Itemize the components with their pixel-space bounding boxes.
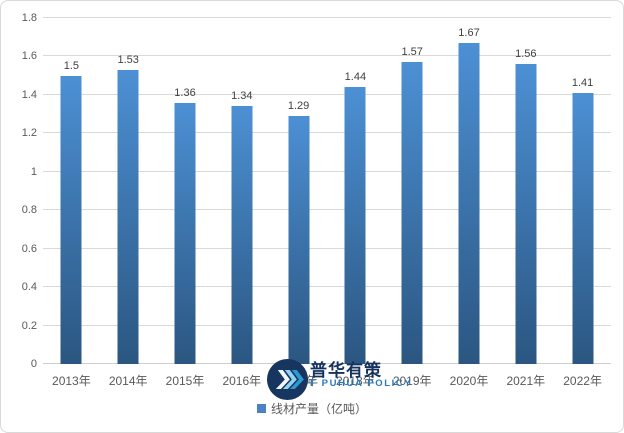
puhua-policy-logo-icon: [267, 359, 308, 400]
gridline-1.0: [43, 170, 611, 172]
gridline-1.8: [43, 17, 611, 18]
y-tick-label-0: 0: [30, 358, 37, 370]
y-tick-label-0.2: 0.2: [21, 319, 37, 332]
x-tick-label-2018年: 2018年: [336, 374, 375, 388]
legend-label: 线材产量（亿吨）: [270, 402, 367, 416]
gridline-1.4: [43, 93, 611, 95]
x-tick-label-2020年: 2020年: [449, 374, 489, 388]
x-tick-label-2013年: 2013年: [52, 374, 91, 388]
gridline-1.6: [43, 55, 611, 57]
bar-2021年: [515, 64, 537, 364]
bar-2022年: [572, 92, 594, 364]
data-label-2014年: 1.53: [117, 53, 139, 66]
x-tick-label-2021年: 2021年: [506, 374, 546, 388]
watermark-brand-en: F PUHUA POLICY: [310, 378, 413, 390]
bar-2016年: [231, 106, 253, 364]
gridline-0.8: [43, 209, 611, 211]
data-label-2016年: 1.34: [231, 90, 253, 103]
data-label-2017年: 1.29: [287, 100, 310, 113]
x-tick-label-2022年: 2022年: [563, 374, 602, 388]
bar-2015年: [174, 102, 196, 364]
legend-marker-icon: [256, 404, 266, 413]
bar-2013年: [60, 75, 82, 364]
gridline-0.4: [43, 286, 611, 288]
x-tick-label-2014年: 2014年: [108, 374, 148, 388]
y-tick-label-1: 1: [30, 165, 37, 178]
bar-2014年: [117, 69, 139, 364]
bar-2017年: [288, 116, 310, 364]
data-label-2019年: 1.57: [401, 46, 423, 59]
x-tick-label-2019年: 2019年: [392, 374, 432, 388]
gridline-1.2: [43, 132, 611, 134]
bar-2020年: [458, 43, 480, 364]
y-tick-label-1.4: 1.4: [21, 88, 37, 101]
data-label-2021年: 1.56: [515, 48, 537, 61]
y-tick-label-0.8: 0.8: [21, 204, 37, 217]
watermark-text: 普华有策 F PUHUA POLICY: [310, 360, 413, 390]
y-tick-label-1.8: 1.8: [21, 12, 37, 24]
data-label-2022年: 1.41: [571, 76, 594, 89]
x-tick-label-2015年: 2015年: [165, 374, 205, 388]
y-tick-label-0.6: 0.6: [21, 242, 37, 255]
gridline-0.2: [43, 324, 611, 326]
x-tick-label-2016年: 2016年: [222, 374, 262, 388]
y-tick-label-1.6: 1.6: [21, 50, 37, 63]
bar-2018年: [344, 87, 366, 364]
watermark: 普华有策 F PUHUA POLICY: [267, 351, 412, 400]
data-label-2015年: 1.36: [174, 86, 196, 99]
watermark-brand: 普华有策: [310, 360, 382, 380]
y-tick-label-0.4: 0.4: [21, 281, 37, 294]
legend: 线材产量（亿吨）: [1, 400, 623, 417]
data-label-2018年: 1.44: [344, 71, 367, 84]
data-label-2020年: 1.67: [458, 27, 480, 39]
plot-area: 1.5 1.53 1.36 1.34 1.29 1.44 1.57 1.67 1.56 1.41: [43, 17, 611, 364]
bar-2019年: [401, 62, 423, 364]
gridline-0.0: [43, 363, 611, 364]
data-label-2013年: 1.5: [63, 59, 80, 72]
gridline-0.6: [43, 247, 611, 249]
y-tick-label-1.2: 1.2: [21, 127, 37, 140]
